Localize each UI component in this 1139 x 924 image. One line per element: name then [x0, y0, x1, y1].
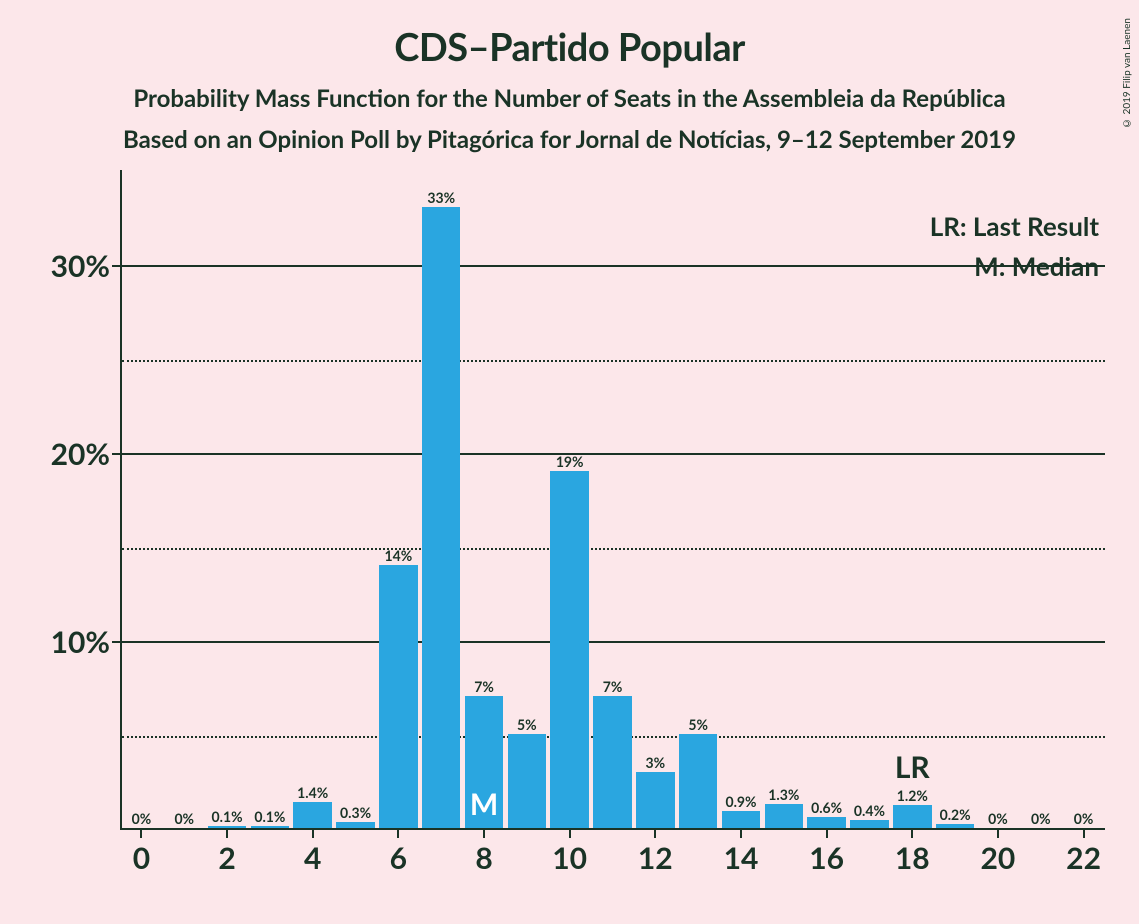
bar-value-label: 7% [603, 678, 623, 695]
bar-value-label: 5% [688, 716, 708, 733]
x-tick-mark [569, 830, 571, 838]
bar-value-label: 0% [174, 810, 194, 827]
bar-value-label: 0% [1031, 810, 1051, 827]
gridline-major [122, 641, 1105, 643]
x-tick-mark [740, 830, 742, 838]
bar-value-label: 0.6% [811, 799, 842, 816]
x-tick-label: 22 [1066, 840, 1101, 876]
bar [679, 734, 718, 828]
bar [722, 811, 761, 828]
y-tick-mark [112, 641, 120, 643]
bar-value-label: 1.2% [897, 787, 928, 804]
x-tick-label: 2 [218, 840, 235, 876]
x-tick-label: 8 [475, 840, 492, 876]
bar [422, 207, 461, 828]
bar-value-label: 14% [385, 547, 413, 564]
x-tick-mark [397, 830, 399, 838]
bar-value-label: 0.3% [340, 804, 371, 821]
chart-container: CDS–Partido Popular Probability Mass Fun… [0, 0, 1139, 924]
x-tick-label: 16 [809, 840, 844, 876]
bar [379, 565, 418, 828]
x-tick-label: 10 [552, 840, 587, 876]
bar-value-label: 0.9% [725, 793, 756, 810]
gridline-minor [122, 548, 1105, 550]
chart-subtitle-2: Based on an Opinion Poll by Pitagórica f… [0, 125, 1139, 154]
gridline-major [122, 265, 1105, 267]
y-tick-mark [112, 453, 120, 455]
bar [936, 824, 975, 828]
chart-subtitle-1: Probability Mass Function for the Number… [0, 84, 1139, 113]
last-result-marker: LR [895, 749, 930, 785]
bar-value-label: 19% [556, 453, 584, 470]
bar-value-label: 7% [474, 678, 494, 695]
bar [850, 820, 889, 828]
chart-title: CDS–Partido Popular [0, 24, 1139, 70]
median-marker: M [470, 786, 498, 822]
x-tick-label: 12 [638, 840, 673, 876]
bar-value-label: 0.2% [940, 806, 971, 823]
x-tick-label: 14 [724, 840, 759, 876]
gridline-minor [122, 360, 1105, 362]
bar [636, 772, 675, 828]
x-tick-mark [226, 830, 228, 838]
gridline-major [122, 453, 1105, 455]
x-tick-mark [997, 830, 999, 838]
bar-value-label: 1.3% [768, 786, 799, 803]
y-tick-label: 20% [10, 436, 110, 472]
x-tick-mark [911, 830, 913, 838]
x-tick-label: 0 [133, 840, 150, 876]
bar-value-label: 0.1% [212, 808, 243, 825]
bar-value-label: 0% [988, 810, 1008, 827]
bar [336, 822, 375, 828]
bar [807, 817, 846, 828]
x-tick-mark [1083, 830, 1085, 838]
bar [550, 471, 589, 828]
y-tick-label: 30% [10, 248, 110, 284]
x-tick-label: 20 [981, 840, 1016, 876]
plot-area: 10%20%30%02468101214161820220%0%0.1%0.1%… [120, 200, 1110, 830]
x-tick-mark [312, 830, 314, 838]
bar-value-label: 3% [646, 754, 666, 771]
bar [251, 826, 290, 828]
x-tick-mark [140, 830, 142, 838]
bar [893, 805, 932, 828]
bar-value-label: 0.4% [854, 802, 885, 819]
bar [765, 804, 804, 828]
bar [593, 696, 632, 828]
x-tick-mark [483, 830, 485, 838]
bar-value-label: 0% [132, 810, 152, 827]
x-axis-line [120, 828, 1105, 830]
bar-value-label: 0.1% [254, 808, 285, 825]
x-tick-mark [826, 830, 828, 838]
bar [208, 826, 247, 828]
y-tick-mark [112, 265, 120, 267]
bar-value-label: 5% [517, 716, 537, 733]
bar [293, 802, 332, 828]
y-tick-label: 10% [10, 624, 110, 660]
copyright-label: © 2019 Filip van Laenen [1121, 18, 1133, 129]
x-tick-mark [654, 830, 656, 838]
x-tick-label: 18 [895, 840, 930, 876]
x-tick-label: 6 [390, 840, 407, 876]
bar-value-label: 1.4% [297, 784, 328, 801]
bar-value-label: 33% [427, 189, 455, 206]
bar-value-label: 0% [1074, 810, 1094, 827]
y-axis-line [120, 170, 122, 830]
bar [508, 734, 547, 828]
x-tick-label: 4 [304, 840, 321, 876]
